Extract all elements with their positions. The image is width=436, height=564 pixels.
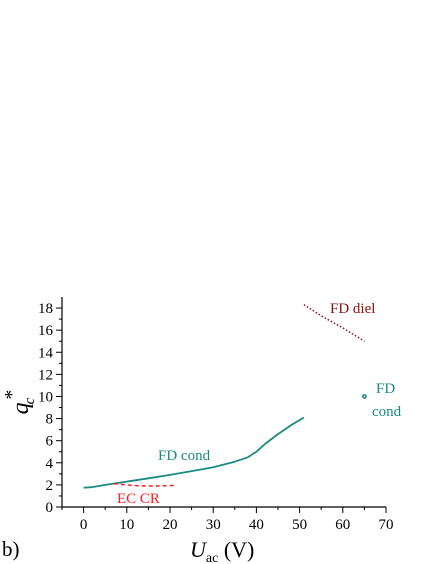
- y-tick-label: 6: [46, 434, 54, 450]
- y-tick-label: 8: [46, 412, 54, 428]
- svg-text:qc*: qc*: [1, 390, 38, 415]
- y-axis-title-sup: *: [1, 390, 23, 400]
- y-axis-title-sub: c: [22, 397, 38, 404]
- x-axis-title: Uac (V): [190, 537, 254, 564]
- x-axis-title-sub: ac: [206, 551, 218, 564]
- x-tick-label: 20: [163, 517, 178, 533]
- annotation-label: EC CR: [117, 491, 160, 507]
- series-line-0: [83, 416, 305, 489]
- series-line-2: [303, 304, 365, 342]
- annotation-label: FD: [376, 381, 395, 397]
- series-line-1: [113, 483, 175, 487]
- annotation-label: FD diel: [330, 301, 375, 317]
- x-tick-label: 0: [80, 517, 88, 533]
- x-tick-label: 40: [249, 517, 264, 533]
- y-tick-label: 0: [46, 500, 54, 516]
- x-tick-label: 70: [379, 517, 394, 533]
- y-axis-title-main: q: [8, 402, 34, 414]
- y-tick-label: 16: [38, 323, 54, 339]
- series-layer: [83, 304, 367, 489]
- x-axis-title-main: U: [190, 537, 208, 562]
- y-tick-label: 2: [46, 478, 54, 494]
- panel-label: b): [2, 537, 20, 561]
- x-axis-title-unit: (V): [218, 537, 254, 562]
- y-tick-label: 10: [38, 389, 53, 405]
- x-tick-label: 10: [119, 517, 134, 533]
- y-tick-label: 4: [46, 456, 54, 472]
- axes: 0 10 20 30 40 50 60 70 0 2 4 6 8 10 12 14 16 18: [38, 297, 394, 533]
- annotation-label: FD cond: [158, 448, 211, 464]
- x-tick-label: 30: [206, 517, 221, 533]
- y-tick-label: 18: [38, 301, 53, 317]
- series-point-3: [361, 394, 367, 399]
- annotation-label: cond: [372, 404, 402, 420]
- annotation-layer: FD diel FD cond FD cond EC CR: [117, 301, 402, 507]
- x-tick-label: 50: [292, 517, 307, 533]
- y-axis-title: qc*: [1, 390, 38, 415]
- y-tick-label: 14: [38, 345, 54, 361]
- y-tick-label: 12: [38, 367, 53, 383]
- x-tick-label: 60: [335, 517, 350, 533]
